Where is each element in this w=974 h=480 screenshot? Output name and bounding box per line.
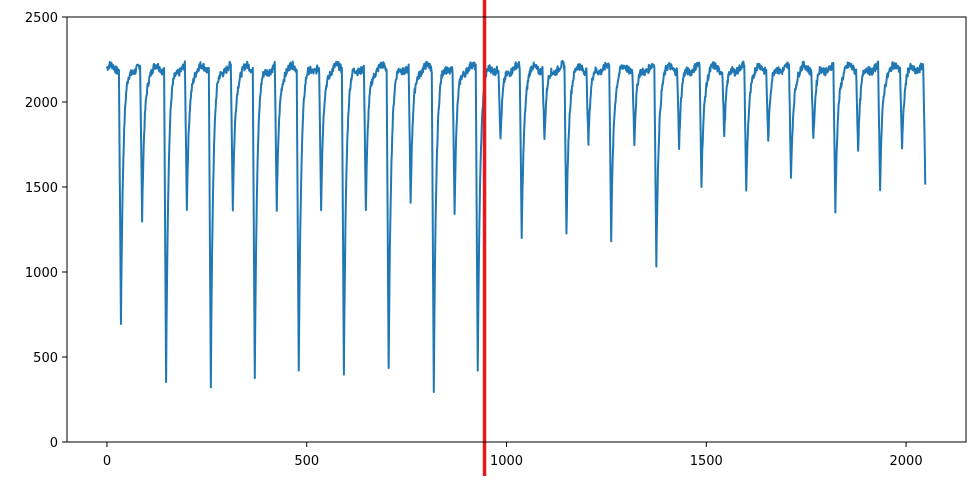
y-tick-label: 2500: [25, 11, 58, 26]
axes-frame: [66, 16, 967, 443]
x-tick-label: 1500: [690, 454, 723, 469]
x-tick-label: 500: [294, 454, 319, 469]
y-tick-label: 2000: [25, 96, 58, 111]
x-tick-label: 2000: [890, 454, 923, 469]
y-tick-label: 1500: [25, 181, 58, 196]
y-tick-label: 500: [33, 351, 58, 366]
x-tick-label: 0: [103, 454, 111, 469]
x-tick-label: 1000: [490, 454, 523, 469]
plot-area: [106, 59, 927, 393]
series-line: [106, 59, 927, 393]
y-tick-label: 1000: [25, 266, 58, 281]
y-tick-label: 0: [50, 436, 58, 451]
